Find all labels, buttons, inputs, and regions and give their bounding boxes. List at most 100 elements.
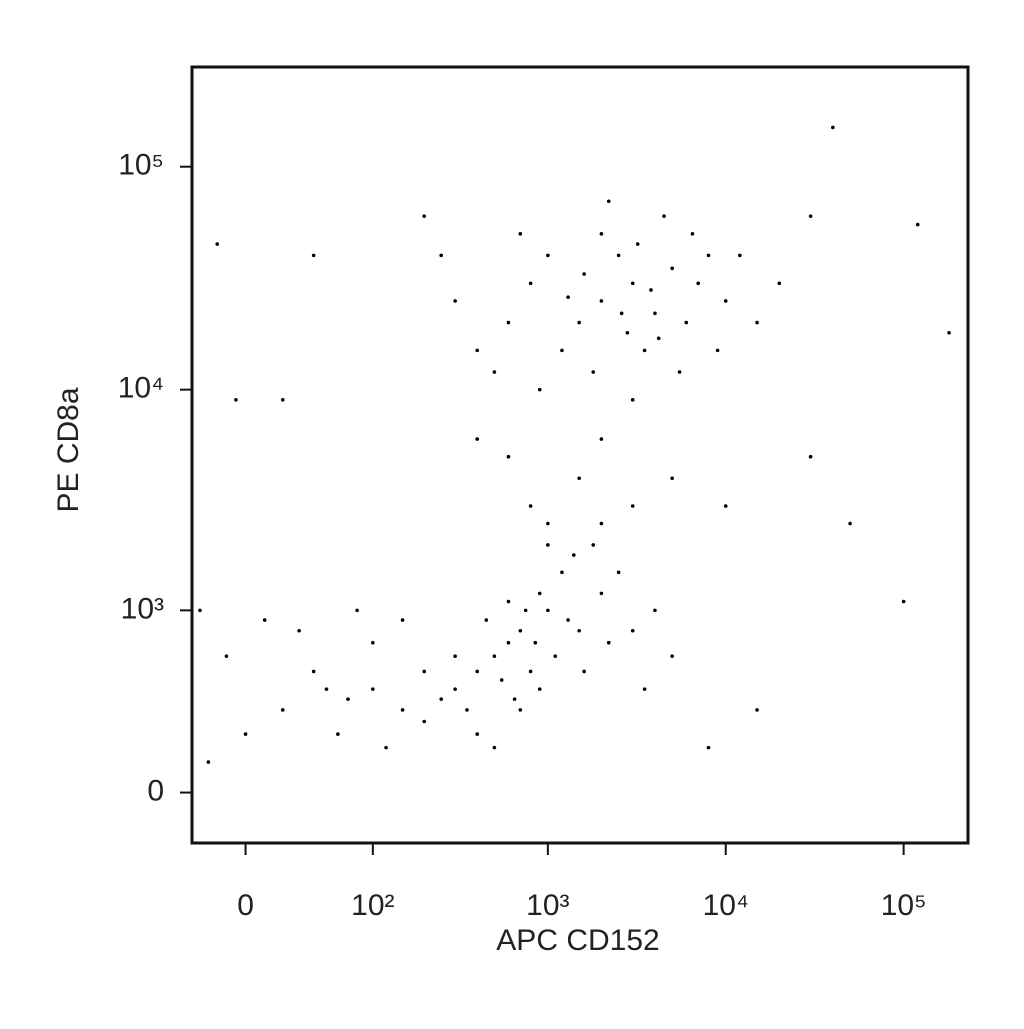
dot: [696, 281, 700, 286]
dot: [537, 591, 542, 596]
x-tick-label: 10²: [351, 889, 394, 922]
dot: [499, 678, 504, 682]
dot: [642, 687, 647, 691]
dot: [599, 437, 604, 441]
dot: [311, 253, 316, 258]
dot: [606, 640, 611, 645]
dot: [599, 521, 604, 526]
dot: [653, 608, 657, 613]
dot: [901, 599, 906, 604]
dot: [371, 640, 375, 645]
dot: [723, 504, 728, 508]
dot: [492, 370, 497, 374]
dot: [475, 348, 480, 353]
dot: [336, 732, 340, 736]
dot: [512, 697, 517, 701]
dot: [400, 618, 405, 622]
y-tick-label: 10⁵: [118, 149, 164, 182]
dot: [528, 281, 533, 286]
dot: [243, 732, 248, 736]
dot: [311, 669, 316, 674]
dot: [808, 214, 813, 218]
dot: [465, 708, 469, 712]
dot: [599, 232, 604, 236]
dot: [324, 687, 329, 691]
dot: [630, 628, 635, 633]
dot: [439, 253, 443, 258]
dot: [566, 295, 570, 299]
dot: [630, 504, 635, 508]
dot: [546, 253, 550, 258]
dot: [262, 618, 267, 622]
x-tick-label: 10⁵: [881, 889, 927, 922]
dot: [706, 745, 711, 750]
dot: [723, 299, 728, 303]
dot: [280, 708, 285, 712]
dot: [577, 476, 581, 481]
dot: [546, 521, 550, 526]
dot: [653, 311, 657, 316]
dot: [518, 628, 523, 633]
x-tick-label: 0: [237, 889, 254, 922]
dot: [346, 697, 350, 701]
dot: [528, 669, 533, 674]
dot: [439, 697, 443, 701]
dot: [506, 320, 511, 325]
dot: [706, 253, 711, 258]
dot: [630, 398, 635, 402]
dot: [422, 214, 427, 218]
dot: [582, 669, 586, 674]
dot: [591, 370, 596, 374]
dot: [560, 570, 564, 575]
dot: [297, 628, 301, 633]
dot: [572, 553, 576, 557]
dot: [625, 330, 630, 335]
dot: [492, 654, 497, 658]
dot: [662, 214, 666, 218]
dot: [453, 299, 457, 303]
dot: [915, 222, 920, 227]
x-tick-label: 10⁴: [703, 889, 749, 922]
dot: [198, 608, 202, 613]
dot: [528, 504, 533, 508]
dot: [947, 330, 951, 335]
dot: [577, 628, 581, 633]
dot: [506, 454, 511, 459]
dot: [755, 320, 759, 325]
dot: [484, 618, 489, 622]
dot: [355, 608, 359, 613]
dot: [684, 320, 689, 325]
dot: [422, 669, 427, 674]
dot: [422, 719, 427, 724]
dot: [280, 398, 285, 402]
dot: [848, 521, 852, 526]
dot: [224, 654, 229, 658]
dot: [475, 669, 480, 674]
dot: [506, 640, 511, 645]
dot: [599, 591, 604, 596]
dot: [831, 125, 835, 130]
y-axis-label: PE CD8a: [52, 387, 85, 512]
dot: [616, 253, 621, 258]
dot: [670, 476, 674, 481]
dot: [606, 199, 611, 204]
dot: [518, 708, 523, 712]
dot: [715, 348, 720, 353]
y-tick-label: 10³: [121, 592, 164, 625]
dot: [566, 618, 570, 622]
dot: [533, 640, 538, 645]
dot: [630, 281, 635, 286]
y-tick-label: 10⁴: [118, 372, 164, 405]
plot-frame: [190, 65, 970, 845]
dot: [690, 232, 695, 236]
dot: [384, 745, 388, 750]
dot: [506, 599, 511, 604]
dot: [656, 336, 661, 341]
dot: [635, 242, 640, 246]
dot: [649, 288, 653, 292]
x-tick-label: 10³: [526, 889, 569, 922]
dot: [546, 608, 550, 613]
dot: [619, 311, 624, 316]
dot: [670, 654, 674, 658]
dot: [677, 370, 682, 374]
